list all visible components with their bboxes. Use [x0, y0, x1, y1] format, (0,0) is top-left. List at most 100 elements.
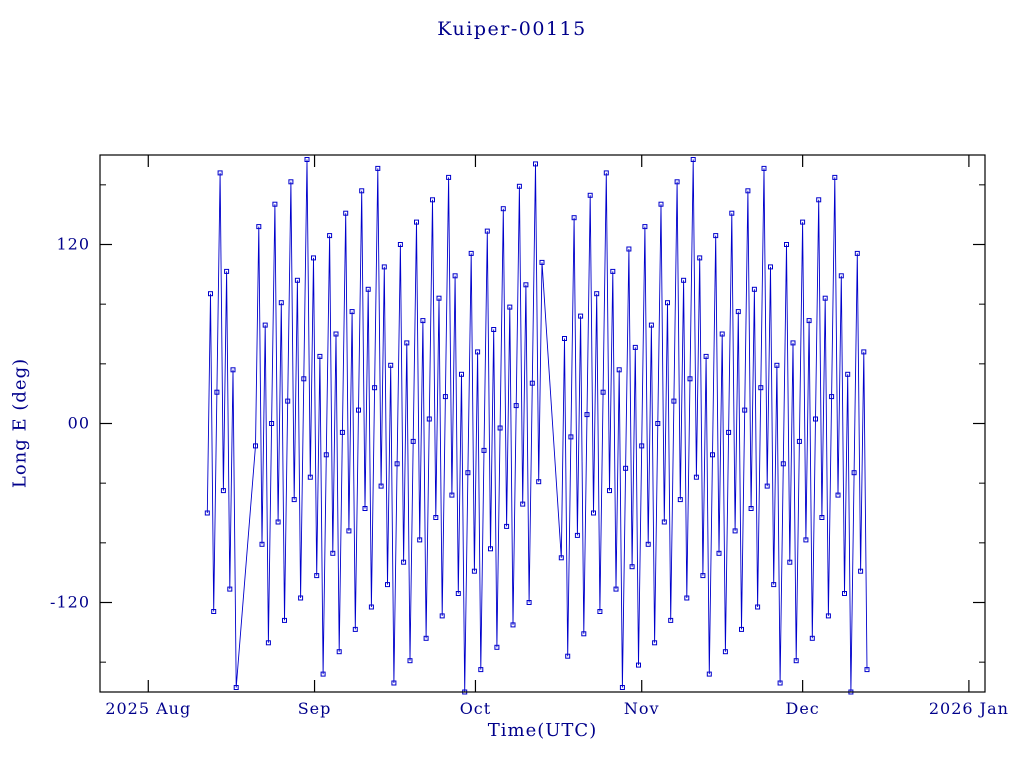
data-marker [378, 483, 384, 489]
data-marker [861, 349, 867, 355]
data-marker [629, 564, 635, 570]
data-marker [764, 483, 770, 489]
data-marker [430, 197, 435, 203]
data-marker [632, 344, 638, 350]
data-marker [851, 470, 857, 476]
data-marker [397, 242, 403, 247]
data-marker [459, 371, 464, 377]
data-marker [755, 604, 761, 610]
data-marker [745, 188, 751, 194]
data-marker [420, 318, 426, 324]
data-marker [655, 421, 661, 426]
data-marker [333, 331, 339, 337]
data-marker [613, 586, 619, 592]
data-marker [816, 197, 822, 203]
data-marker [793, 658, 799, 664]
data-marker [336, 649, 342, 655]
data-marker [706, 671, 712, 677]
data-marker [433, 515, 439, 520]
data-marker [735, 309, 741, 315]
data-marker [716, 550, 722, 556]
data-marker [259, 541, 265, 547]
data-marker [471, 568, 477, 574]
data-marker [320, 671, 326, 677]
data-marker [314, 573, 320, 579]
data-marker [327, 233, 333, 239]
x-tick-label: 2026 Jan [929, 699, 1009, 718]
data-marker [671, 398, 677, 404]
data-marker [436, 295, 442, 301]
y-tick-label: 120 [56, 235, 90, 254]
data-marker [233, 685, 239, 690]
data-marker [536, 479, 542, 485]
data-marker [674, 179, 680, 185]
data-marker [774, 362, 780, 368]
data-marker [214, 389, 220, 395]
data-marker [362, 506, 368, 511]
data-marker [710, 452, 715, 458]
data-marker [610, 268, 616, 274]
data-marker [516, 183, 522, 189]
data-marker [227, 586, 233, 592]
data-marker [504, 523, 510, 529]
data-marker [417, 537, 423, 543]
data-marker [224, 268, 230, 274]
data-marker [777, 680, 783, 686]
data-marker [372, 385, 378, 391]
data-marker [813, 416, 818, 422]
data-marker [623, 465, 629, 471]
data-marker [751, 286, 757, 292]
data-marker [208, 291, 213, 297]
data-marker [375, 165, 381, 171]
data-marker [768, 264, 773, 270]
data-marker [761, 165, 767, 171]
data-marker [626, 246, 632, 252]
data-marker [594, 291, 600, 297]
data-marker [507, 304, 513, 310]
data-marker [729, 210, 735, 216]
data-marker [359, 188, 365, 194]
data-marker [217, 170, 223, 176]
data-marker [819, 515, 825, 520]
data-marker [809, 635, 815, 641]
data-marker [388, 362, 394, 368]
data-marker [574, 532, 580, 538]
data-marker [381, 264, 387, 270]
data-marker [642, 224, 648, 230]
data-marker [478, 667, 484, 673]
data-marker [722, 649, 728, 655]
data-marker [713, 233, 719, 239]
data-marker [684, 595, 690, 601]
data-marker [835, 492, 841, 498]
data-marker [636, 662, 641, 668]
data-marker [842, 591, 847, 596]
x-tick-label: Nov [624, 699, 660, 718]
data-marker [449, 492, 455, 498]
data-marker [562, 336, 567, 341]
data-marker [481, 447, 487, 453]
data-marker [220, 488, 226, 494]
data-marker [410, 438, 416, 444]
data-marker [391, 680, 397, 686]
data-marker [455, 591, 461, 596]
data-marker [822, 295, 828, 301]
data-marker [568, 434, 574, 440]
data-marker [803, 537, 809, 543]
data-marker [275, 519, 281, 525]
data-marker [697, 255, 703, 261]
data-marker [356, 407, 361, 413]
data-marker [607, 488, 612, 494]
data-marker [719, 331, 725, 337]
data-marker [465, 470, 471, 476]
data-marker [668, 617, 674, 623]
data-marker [253, 443, 258, 449]
data-marker [339, 429, 345, 435]
data-marker [497, 425, 503, 431]
data-marker [265, 640, 271, 646]
data-marker [285, 398, 291, 404]
data-marker [558, 555, 564, 561]
data-marker [401, 559, 407, 565]
data-marker [771, 582, 777, 588]
x-tick-label: Oct [460, 699, 492, 718]
